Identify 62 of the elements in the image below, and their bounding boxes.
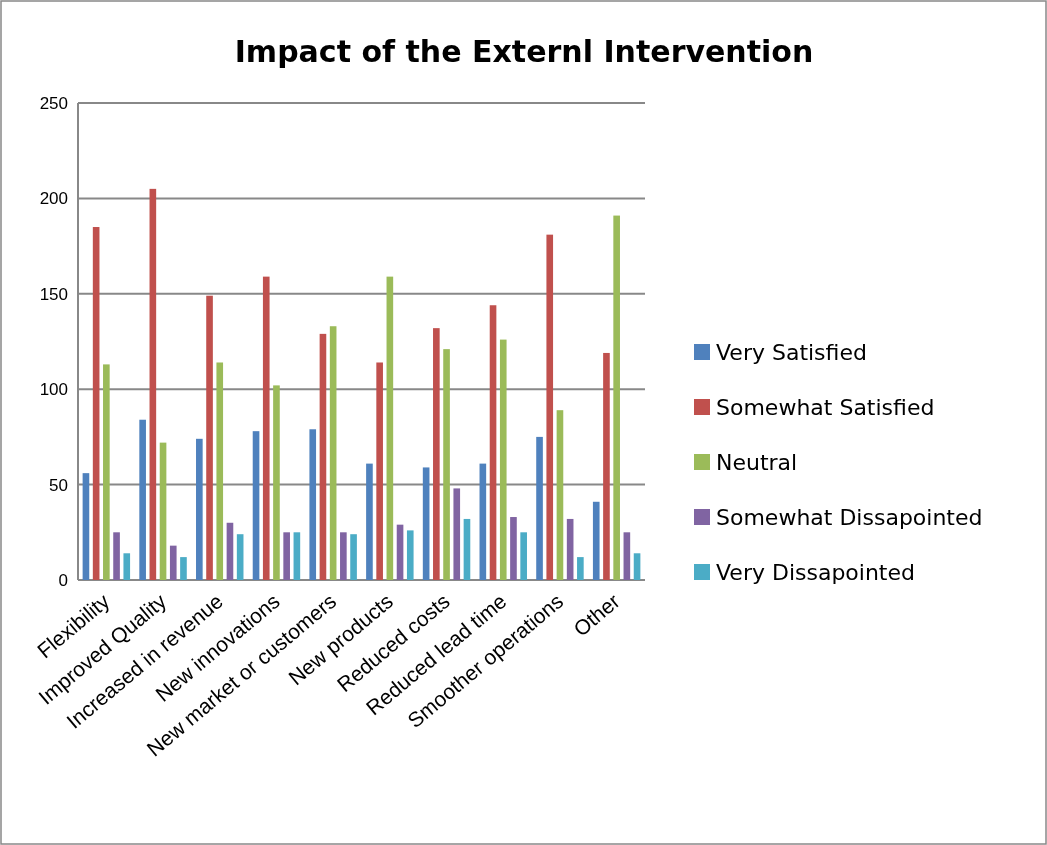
legend-label: Very Dissapointed (716, 559, 915, 585)
bar (577, 557, 584, 580)
bar (499, 339, 507, 580)
bar (520, 532, 527, 580)
bar (603, 352, 610, 580)
y-tick-label: 250 (39, 93, 68, 113)
bar (453, 488, 461, 580)
bar (556, 410, 564, 580)
bar (252, 431, 260, 580)
bar (613, 215, 620, 580)
y-tick-label: 100 (39, 380, 68, 400)
bar (196, 438, 203, 580)
bar (366, 463, 373, 580)
bar (82, 473, 90, 580)
bar (180, 557, 187, 580)
bar (92, 227, 100, 580)
bar (376, 362, 383, 580)
bar (443, 349, 450, 580)
bar (340, 532, 347, 580)
y-tick-label: 200 (39, 189, 68, 209)
bar (510, 517, 517, 580)
bar (236, 534, 244, 580)
bar (623, 532, 631, 580)
bar (139, 419, 146, 580)
legend-label: Somewhat Dissapointed (716, 504, 983, 530)
bar (633, 553, 641, 580)
bar (273, 385, 280, 580)
bar (262, 276, 270, 580)
bar (546, 234, 554, 580)
bar (283, 532, 290, 580)
bar (329, 326, 337, 580)
bar (422, 467, 430, 580)
y-tick-label: 0 (58, 570, 68, 590)
bar (113, 532, 120, 580)
legend-label: Very Satisfied (716, 339, 867, 365)
y-tick-label: 50 (49, 475, 68, 495)
bar (159, 442, 167, 580)
bar (293, 532, 301, 580)
bar (169, 545, 177, 580)
bar (592, 501, 600, 580)
bar (433, 328, 440, 580)
bar (350, 534, 357, 580)
legend-label: Somewhat Satisfied (716, 394, 935, 420)
bar (226, 522, 234, 580)
bar (566, 518, 574, 580)
bar (216, 362, 224, 580)
legend-label: Neutral (716, 449, 798, 475)
bar (123, 553, 131, 580)
bar (103, 364, 110, 580)
bar (479, 463, 487, 580)
bar (309, 429, 317, 580)
chart-title: Impact of the Externl Intervention (234, 34, 814, 69)
bar (206, 295, 213, 580)
bar (319, 333, 327, 580)
bar (386, 276, 394, 580)
bar (396, 524, 404, 580)
bar (149, 188, 157, 580)
bar (489, 305, 497, 580)
y-tick-label: 150 (39, 284, 68, 304)
bar (463, 518, 471, 580)
bar (536, 436, 543, 580)
bar (406, 530, 414, 580)
